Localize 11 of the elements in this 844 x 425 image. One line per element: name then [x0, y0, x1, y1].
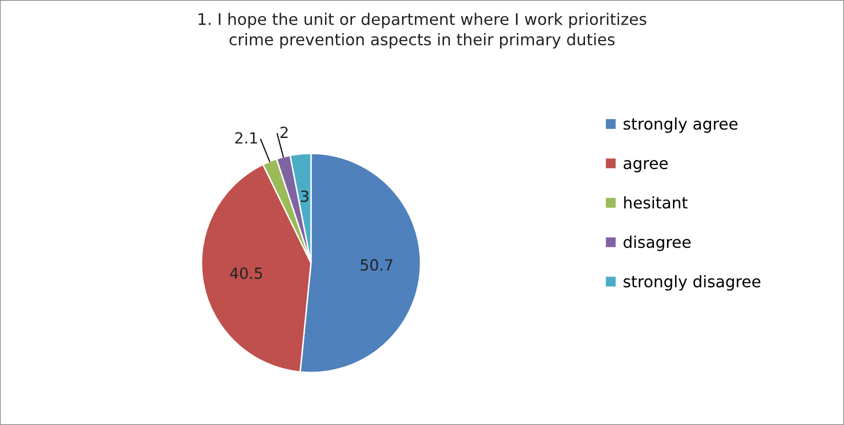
legend-label: agree: [624, 160, 668, 172]
data-label: 2: [280, 126, 288, 138]
chart-title: 1. I hope the unit or department where I work prioritizes crime prevention aspects in their primary duties: [198, 12, 646, 49]
data-label: 50.7: [360, 259, 392, 271]
legend-label: strongly agree: [624, 117, 738, 133]
legend-label: strongly disagree: [624, 275, 760, 291]
data-label: 40.5: [230, 267, 262, 280]
data-label: 3: [301, 190, 308, 202]
legend-label: hesitant: [624, 196, 688, 209]
data-label: 2.1: [235, 132, 258, 144]
legend-label: disagree: [624, 236, 691, 252]
